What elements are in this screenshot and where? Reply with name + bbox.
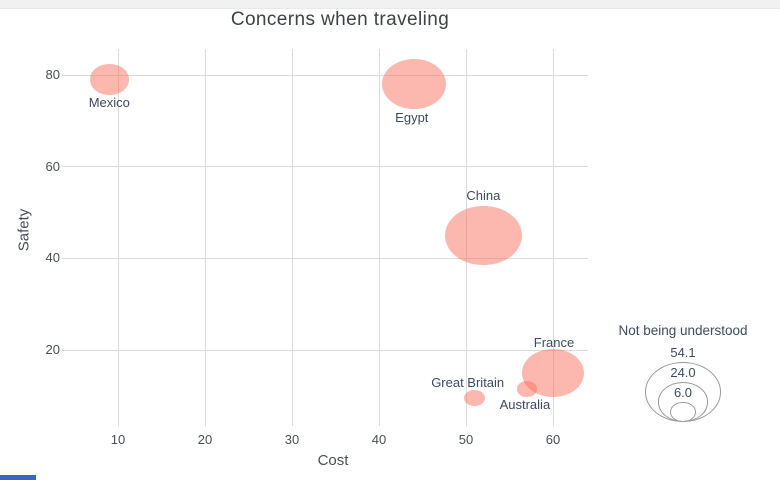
x-tick-label: 50 <box>458 432 474 447</box>
y-tick-label: 80 <box>45 67 60 82</box>
bubble-egypt <box>381 59 446 110</box>
x-tick-label: 60 <box>545 432 561 447</box>
y-gridline <box>62 74 588 76</box>
x-gridline <box>552 49 554 426</box>
size-legend-title: Not being understood <box>618 323 748 338</box>
chart-title: Concerns when traveling <box>230 9 450 30</box>
point-label-france: France <box>533 334 575 350</box>
legend-value-label: 54.1 <box>670 345 696 361</box>
point-label-great-britain: Great Britain <box>431 375 505 391</box>
x-gridline <box>378 49 380 426</box>
legend-value-label: 24.0 <box>670 365 696 381</box>
x-tick-label: 40 <box>371 432 387 447</box>
x-tick-label: 20 <box>197 432 213 447</box>
x-tick-label: 30 <box>284 432 300 447</box>
point-label-mexico: Mexico <box>88 94 130 110</box>
point-label-china: China <box>466 188 501 204</box>
y-tick-label: 40 <box>45 250 60 266</box>
y-tick-label: 20 <box>45 342 60 357</box>
y-gridline <box>62 349 588 351</box>
y-gridline <box>62 166 588 168</box>
bubble-mexico <box>89 64 129 95</box>
legend-circle <box>670 402 696 422</box>
legend-value-label: 6.0 <box>673 385 693 401</box>
bubble-great-britain <box>464 390 486 407</box>
point-label-egypt: Egypt <box>395 110 429 126</box>
bubble-china <box>445 205 522 266</box>
x-gridline <box>117 49 119 426</box>
y-gridline <box>62 257 588 259</box>
bubble-france <box>522 348 584 397</box>
bottom-left-accent-bar <box>0 475 36 480</box>
x-tick-label: 10 <box>110 432 126 447</box>
x-gridline <box>204 49 206 426</box>
x-gridline <box>291 49 293 426</box>
window-top-bar <box>0 0 780 9</box>
y-tick-label: 60 <box>45 158 60 174</box>
point-label-australia: Australia <box>499 396 551 412</box>
y-axis-title: Safety <box>15 208 33 252</box>
x-axis-title: Cost <box>317 452 349 469</box>
